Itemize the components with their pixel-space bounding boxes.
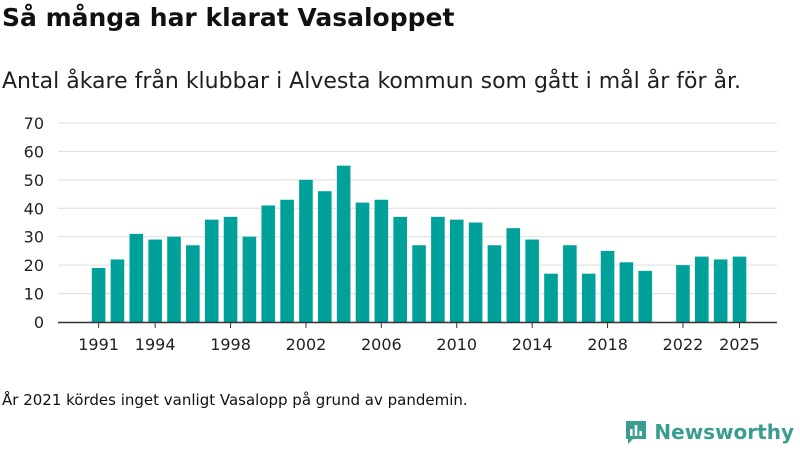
bar-2024 (713, 259, 728, 322)
y-tick-label: 30 (24, 228, 44, 247)
y-tick-label: 60 (24, 142, 44, 161)
bar-2016 (563, 245, 577, 322)
bar-2001 (280, 199, 294, 322)
bar-2005 (355, 202, 370, 322)
bar-2006 (374, 199, 389, 322)
bar-2017 (581, 273, 596, 322)
bar-1992 (110, 259, 125, 322)
y-tick-label: 20 (24, 256, 44, 275)
bars (91, 165, 747, 322)
bar-2004 (336, 165, 351, 322)
x-tick-label: 2006 (361, 335, 402, 354)
bar-2011 (468, 222, 483, 322)
x-tick-label: 2010 (436, 335, 477, 354)
y-tick-label: 10 (24, 285, 44, 304)
bar-2010 (449, 219, 464, 322)
y-tick-label: 0 (34, 313, 44, 332)
bar-2018 (600, 250, 615, 322)
bar-2013 (506, 228, 521, 322)
bar-2025 (732, 256, 747, 322)
x-axis (58, 321, 777, 328)
x-axis-tick-labels: 1991 1994 1998 2002 2006 2010 2014 2018 2022 2025 (78, 335, 760, 354)
x-tick-label: 1994 (135, 335, 176, 354)
bar-1998 (223, 216, 238, 322)
bar-1997 (204, 219, 219, 322)
x-tick-label: 2014 (512, 335, 553, 354)
bar-2023 (695, 256, 709, 322)
footnote: År 2021 kördes inget vanligt Vasalopp på… (2, 391, 468, 409)
y-tick-label: 40 (24, 199, 44, 218)
bar-1991 (91, 267, 106, 322)
bar-1994 (148, 239, 162, 322)
bar-2000 (261, 205, 276, 322)
bar-1995 (167, 236, 181, 322)
bar-2020 (638, 270, 653, 322)
newsworthy-logo-icon (626, 421, 647, 444)
x-tick-label: 2002 (286, 335, 327, 354)
bar-2019 (619, 262, 634, 322)
bar-2007 (393, 216, 407, 322)
x-tick-label: 2022 (663, 335, 704, 354)
bar-2022 (676, 265, 690, 322)
bar-2002 (299, 179, 313, 322)
brand-name: Newsworthy (654, 420, 794, 444)
x-tick-label: 1998 (210, 335, 251, 354)
x-tick-label: 2025 (719, 335, 760, 354)
brand-logo: Newsworthy (624, 419, 794, 445)
bar-1999 (242, 236, 257, 322)
bar-2012 (487, 245, 502, 322)
chart-subtitle: Antal åkare från klubbar i Alvesta kommu… (2, 69, 742, 94)
y-tick-label: 50 (24, 171, 44, 190)
bar-2009 (431, 216, 445, 322)
x-tick-label: 1991 (78, 335, 119, 354)
x-tick-label: 2018 (587, 335, 628, 354)
y-tick-label: 70 (24, 114, 44, 133)
bar-chart: 0 10 20 30 40 50 60 70 1991 1994 1998 2002 2006 2010… (24, 114, 777, 354)
bar-2014 (525, 239, 539, 322)
bar-1996 (186, 245, 200, 322)
chart-title: Så många har klarat Vasaloppet (2, 3, 455, 32)
y-axis-tick-labels: 0 10 20 30 40 50 60 70 (24, 114, 44, 332)
bar-2008 (412, 245, 426, 322)
bar-1993 (129, 233, 144, 322)
bar-2015 (544, 273, 558, 322)
bar-2003 (318, 191, 332, 322)
